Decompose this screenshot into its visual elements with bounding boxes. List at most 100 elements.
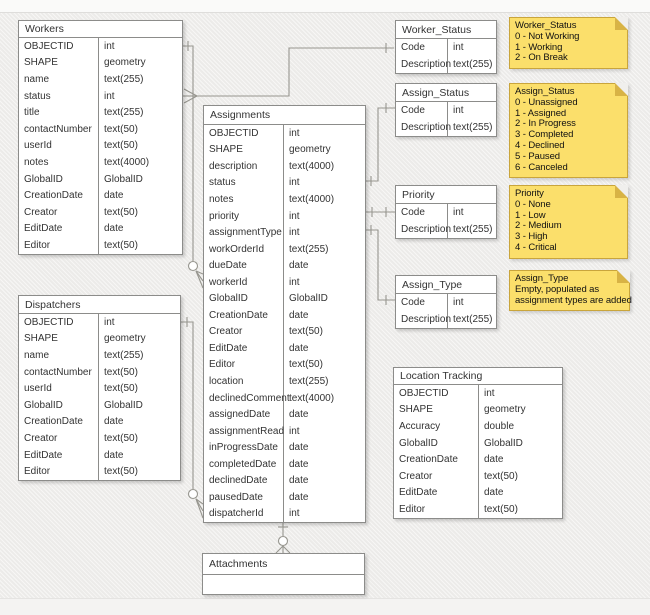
table-assign-status[interactable]: Assign_Status Code int Description text(255) (395, 83, 497, 137)
field-name: SHAPE (204, 141, 284, 159)
table-worker-status[interactable]: Worker_Status Code int Description text(255) (395, 20, 497, 74)
field-name: Creator (19, 203, 99, 221)
field-type: text(50) (104, 466, 138, 478)
field-row: SHAPE geometry (394, 401, 562, 419)
field-type: int (289, 227, 300, 239)
sticky-note-assign-type-note[interactable]: Assign_Type Empty, populated as assignment… (509, 270, 632, 312)
field-type: text(255) (453, 122, 493, 133)
field-row: CreationDate date (19, 187, 182, 204)
field-row: EditDate date (19, 446, 180, 464)
sticky-note-assign-status-note[interactable]: Assign_Status 0 - Unassigned 1 - Assigned 2… (509, 83, 628, 179)
field-name: SHAPE (19, 54, 99, 72)
field-type: text(255) (453, 314, 493, 325)
field-type: int (289, 177, 300, 189)
table-location-tracking[interactable]: Location Tracking OBJECTID int SHAPE geometr… (393, 367, 563, 519)
field-name: Code (396, 102, 448, 119)
field-name: SHAPE (19, 330, 99, 348)
table-title-assign-type: Assign_Type (396, 276, 496, 294)
field-type: text(50) (484, 503, 518, 515)
connector-assignments-status-to-assign-status[interactable] (366, 103, 395, 186)
note-line: Priority (515, 188, 544, 199)
table-title-workers: Workers (19, 21, 182, 38)
field-type: text(50) (104, 239, 138, 251)
connector-assignments-to-attachments[interactable] (275, 520, 291, 554)
table-assignments[interactable]: Assignments OBJECTID int SHAPE geometry descr… (203, 105, 366, 524)
field-row: title text(255) (19, 104, 182, 121)
field-type: date (289, 309, 309, 321)
note-fold-corner-icon (615, 83, 628, 96)
field-name: SHAPE (394, 401, 479, 419)
connector-workers-status-to-worker-status[interactable] (183, 43, 394, 104)
field-name: CreationDate (19, 187, 99, 204)
field-row: Code int (396, 102, 496, 119)
field-name: assignmentRead (204, 422, 284, 440)
field-row: Description text(255) (396, 119, 496, 136)
field-name: status (19, 87, 99, 105)
field-name: Description (396, 119, 451, 136)
field-row: Creator text(50) (394, 467, 562, 485)
field-row: GlobalID GlobalID (19, 396, 180, 414)
note-line: 2 - Medium (515, 220, 562, 232)
field-type: date (289, 458, 309, 470)
field-type: date (484, 487, 504, 499)
field-row: OBJECTID int (204, 125, 365, 142)
field-name: Creator (19, 430, 99, 447)
table-attachments[interactable]: Attachments (202, 553, 365, 595)
table-dispatchers[interactable]: Dispatchers OBJECTID int SHAPE geometry name t… (18, 295, 181, 481)
empty-table-body (203, 575, 364, 594)
connector-dispatchers-to-assignments-dispatcherid[interactable] (181, 317, 204, 519)
field-type: date (289, 409, 309, 421)
connector-assignments-type-to-assign-type[interactable] (366, 225, 395, 305)
field-name: title (19, 104, 99, 121)
field-name: Description (396, 311, 451, 328)
note-line: 6 - Canceled (515, 161, 568, 173)
field-row: status int (204, 174, 365, 192)
field-type: int (104, 316, 115, 328)
field-name: Code (396, 204, 448, 221)
sticky-note-worker-status-note[interactable]: Worker_Status 0 - Not Working 1 - Working 2… (509, 17, 628, 70)
table-assign-type[interactable]: Assign_Type Code int Description text(255) (395, 275, 497, 329)
field-type: int (289, 210, 300, 222)
field-name: Creator (394, 467, 479, 485)
field-type: date (104, 416, 124, 428)
field-name: contactNumber (19, 363, 99, 381)
field-type: geometry (104, 57, 146, 69)
table-title-assignments: Assignments (204, 106, 365, 125)
note-line: 4 - Critical (515, 241, 557, 253)
table-title-dispatchers: Dispatchers (19, 296, 180, 314)
field-row: pausedDate date (204, 489, 365, 506)
field-name: declinedDate (204, 472, 284, 490)
field-row: EditDate date (19, 220, 182, 238)
field-row: assignmentRead int (204, 422, 365, 440)
field-name: dueDate (204, 257, 284, 274)
field-name: EditDate (19, 220, 99, 238)
field-row: location text(255) (204, 373, 365, 390)
field-name: GlobalID (19, 170, 99, 188)
table-priority[interactable]: Priority Code int Description text(255) (395, 185, 497, 239)
field-row: CreationDate date (204, 307, 365, 324)
field-type: date (289, 260, 309, 272)
field-type: date (104, 449, 124, 461)
field-name: Editor (19, 237, 99, 254)
field-type: int (484, 387, 495, 399)
field-name: Editor (204, 356, 284, 374)
field-type: int (289, 276, 300, 288)
sticky-note-priority-note[interactable]: Priority 0 - None 1 - Low 2 - Medium 3 - Hig… (509, 185, 628, 259)
note-fold-corner-icon (617, 270, 630, 283)
table-workers[interactable]: Workers OBJECTID int SHAPE geometry name text(… (18, 20, 183, 255)
field-row: Editor text(50) (19, 237, 182, 254)
field-row: GlobalID GlobalID (394, 434, 562, 452)
field-name: contactNumber (19, 120, 99, 138)
field-type: date (484, 454, 504, 466)
field-row: OBJECTID int (394, 385, 562, 402)
field-row: Description text(255) (396, 56, 496, 73)
field-name: assignmentType (204, 224, 284, 241)
field-row: name text(255) (19, 71, 182, 88)
connector-workers-to-assignments-workerid[interactable] (183, 41, 204, 289)
field-type: date (104, 223, 124, 235)
field-name: Description (396, 56, 451, 73)
field-row: inProgressDate date (204, 439, 365, 456)
field-row: dispatcherId int (204, 505, 365, 523)
field-type: text(255) (104, 107, 144, 119)
connector-assignments-priority-to-priority[interactable] (366, 207, 395, 217)
